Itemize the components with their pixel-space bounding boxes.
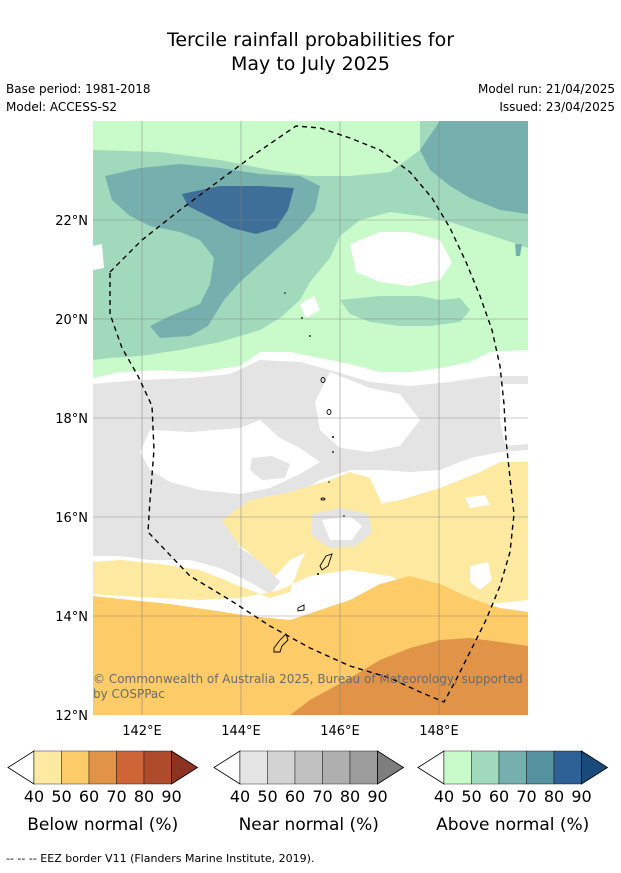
lat-label-16: 16°N (55, 511, 88, 526)
near-normal-40-region (93, 360, 528, 594)
colorbar-tick-label: 40 (230, 787, 250, 806)
colorbar-tick-label: 50 (461, 787, 481, 806)
meta-left: Base period: 1981-2018 Model: ACCESS-S2 (6, 80, 151, 116)
colorbar-cell (526, 750, 555, 785)
eez-border (109, 125, 515, 703)
title-line-1: Tercile rainfall probabilities for (166, 29, 455, 51)
meta-right: Model run: 21/04/2025 Issued: 23/04/2025 (478, 80, 615, 116)
colorbar-tick-label: 40 (24, 787, 44, 806)
eez-footer-note: -- -- -- EEZ border V11 (Flanders Marine… (6, 852, 315, 865)
colorbar-tick-label: 80 (544, 787, 564, 806)
colorbar-tick-label: 70 (516, 787, 536, 806)
islands (273, 377, 333, 653)
colorbar-tick-label: 90 (367, 787, 387, 806)
lon-label-142: 142°E (122, 724, 162, 739)
colorbar-cell (294, 750, 323, 785)
colorbar-tick-label: 50 (51, 787, 71, 806)
lat-label-18: 18°N (55, 412, 88, 427)
graticule (93, 121, 528, 715)
issued-date: Issued: 23/04/2025 (499, 100, 615, 114)
model-name: Model: ACCESS-S2 (6, 100, 118, 114)
colorbar-cell (498, 750, 527, 785)
colorbar-high-arrow (581, 750, 609, 785)
colorbar-1: 40 50 60 70 80 90 Near normal (%) (213, 750, 405, 835)
copyright-credit: © Commonwealth of Australia 2025, Bureau… (93, 672, 523, 701)
colorbar-cell (61, 750, 90, 785)
colorbar-title: Below normal (%) (27, 815, 178, 835)
below-normal-40-region (93, 462, 528, 604)
colorbar-cell (267, 750, 296, 785)
map-plot-area (93, 121, 528, 715)
colorbar-title: Near normal (%) (239, 815, 379, 835)
colorbar-tick-label: 40 (434, 787, 454, 806)
lat-label-14: 14°N (55, 610, 88, 625)
colorbar-low-arrow (7, 750, 35, 785)
colorbar-cell (471, 750, 500, 785)
colorbar-cell (33, 750, 62, 785)
colorbar-low-arrow (417, 750, 445, 785)
colorbar-tick-label: 60 (285, 787, 305, 806)
colorbar-tick-label: 80 (134, 787, 154, 806)
lon-label-144: 144°E (221, 724, 261, 739)
colorbar-cell (88, 750, 117, 785)
colorbar-tick-label: 60 (489, 787, 509, 806)
colorbar-cell (322, 750, 351, 785)
colorbars: 40 50 60 70 80 90 Below normal (%) 40 50 60 70 80 90… (7, 750, 609, 835)
map-title: Tercile rainfall probabilities for May t… (0, 28, 621, 76)
colorbar-2: 40 50 60 70 80 90 Above normal (%) (417, 750, 609, 835)
colorbar-tick-label: 70 (106, 787, 126, 806)
colorbar-tick-label: 80 (340, 787, 360, 806)
below-normal-60-region (290, 638, 528, 715)
lat-label-12: 12°N (55, 709, 88, 724)
lat-label-22: 22°N (55, 214, 88, 229)
colorbar-high-arrow (377, 750, 405, 785)
model-run: Model run: 21/04/2025 (477, 82, 615, 96)
title-line-2: May to July 2025 (231, 53, 390, 75)
colorbar-title: Above normal (%) (436, 815, 589, 835)
small-islands (284, 292, 345, 575)
colorbar-tick-label: 70 (312, 787, 332, 806)
colorbar-cell (239, 750, 268, 785)
colorbar-cell (116, 750, 145, 785)
colorbar-low-arrow (213, 750, 241, 785)
lon-label-146: 146°E (320, 724, 360, 739)
colorbar-tick-label: 90 (161, 787, 181, 806)
lat-label-20: 20°N (55, 313, 88, 328)
colorbar-0: 40 50 60 70 80 90 Below normal (%) (7, 750, 199, 835)
above-normal-70-region (182, 186, 294, 234)
colorbar-cell (443, 750, 472, 785)
colorbar-cell (349, 750, 378, 785)
lon-label-148: 148°E (419, 724, 459, 739)
colorbar-high-arrow (171, 750, 199, 785)
colorbar-tick-label: 90 (571, 787, 591, 806)
colorbar-tick-label: 60 (79, 787, 99, 806)
colorbar-cell (143, 750, 172, 785)
colorbar-tick-label: 50 (257, 787, 277, 806)
base-period: Base period: 1981-2018 (6, 82, 151, 96)
colorbar-cell (553, 750, 582, 785)
